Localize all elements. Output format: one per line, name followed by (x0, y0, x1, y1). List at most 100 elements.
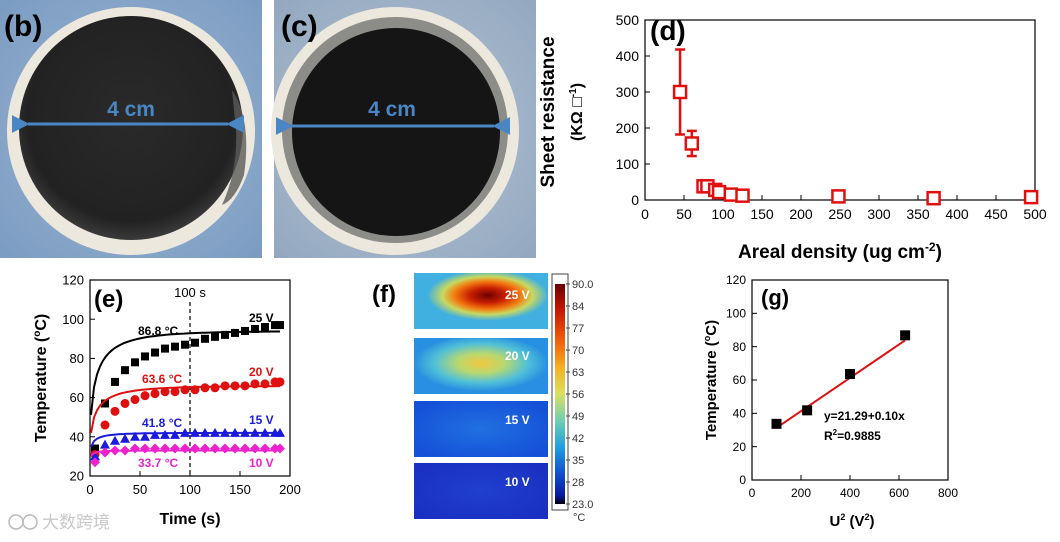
colorbar-tick-label: 49 (572, 411, 584, 423)
x-tick-label: 150 (750, 206, 774, 222)
data-point (220, 427, 230, 437)
y-tick-label: 60 (733, 373, 747, 387)
data-point (240, 427, 250, 437)
data-point (200, 443, 210, 454)
x-tick-label: 350 (906, 206, 930, 222)
data-point (91, 444, 99, 453)
data-point (110, 445, 120, 456)
vline-label: 100 s (174, 285, 206, 300)
panel-b-label: (b) (4, 10, 42, 43)
data-point (160, 429, 170, 439)
data-point (241, 326, 249, 335)
y-tick-label: 120 (726, 273, 746, 287)
data-point (250, 379, 260, 389)
x-tick-label: 200 (279, 482, 301, 497)
data-point (170, 443, 180, 454)
data-point (160, 387, 170, 397)
data-point (684, 136, 700, 151)
fit-r2-sup: 2 (833, 428, 838, 437)
colorbar-tick-label: 35 (572, 455, 584, 467)
data-point (220, 443, 230, 454)
data-point (735, 188, 750, 203)
data-point (221, 330, 229, 339)
y-tick-label: 40 (70, 429, 84, 444)
fit-r2-suffix: =0.9885 (837, 429, 881, 443)
data-point (771, 418, 782, 429)
data-point (230, 443, 240, 454)
data-point (150, 443, 160, 454)
data-point (260, 379, 270, 389)
data-point (100, 439, 110, 449)
data-point (260, 427, 270, 437)
x-axis-label-sup2: 2 (865, 512, 870, 522)
data-point (231, 328, 239, 337)
data-point (261, 323, 269, 332)
data-point (926, 190, 941, 206)
data-point (130, 395, 140, 405)
photo-c-carbon-film (292, 28, 500, 236)
plot-frame (644, 19, 1036, 201)
x-axis-label: U2 (V2) (829, 512, 874, 530)
x-tick-label: 600 (889, 486, 909, 500)
y-axis-label-tail: C) (703, 320, 720, 336)
panel-e-label: (e) (94, 286, 123, 313)
data-point (180, 385, 190, 395)
series-temp-label: 63.6 °C (142, 372, 182, 386)
photo-b-scale-text: 4 cm (107, 98, 155, 121)
x-axis-label-sup: 2 (840, 512, 845, 522)
y-tick-label: 500 (616, 12, 640, 28)
x-axis-label-mid: (V (845, 513, 864, 530)
watermark-text: 大数跨境 (42, 513, 110, 532)
series-label: 20 V (249, 365, 274, 379)
x-tick-label: 400 (840, 486, 860, 500)
data-point (275, 427, 285, 437)
fit-r2-prefix: R (824, 429, 833, 443)
data-point (672, 84, 688, 100)
data-point (845, 369, 855, 379)
y-tick-label: 200 (616, 120, 640, 136)
data-point (160, 443, 170, 454)
x-tick-label: 100 (179, 482, 201, 497)
data-point (151, 348, 159, 357)
data-point (230, 427, 240, 437)
thermal-image-20v (414, 338, 548, 394)
y-axis-label: Temperature (oC) (702, 320, 720, 440)
colorbar-tick-label: 42 (572, 433, 584, 445)
data-point (802, 405, 813, 416)
thermal-label-25v: 25 V (505, 288, 530, 302)
panel-d-label: (d) (650, 15, 686, 46)
panel-c-photo: 4 cm (c) (271, 0, 536, 258)
data-point (230, 381, 240, 391)
y-tick-label: 40 (733, 407, 747, 421)
thermal-label-20v: 20 V (505, 349, 530, 363)
data-point (200, 383, 210, 393)
colorbar-tick-label: 63 (572, 367, 584, 379)
data-point (110, 435, 120, 445)
watermark: 大数跨境 (8, 513, 110, 532)
y-axis-label-text: Temperature ( (33, 336, 50, 442)
y-axis-unit-sup: -1 (568, 88, 579, 97)
series-label: 10 V (249, 456, 274, 470)
data-point (200, 427, 210, 437)
y-tick-label: 0 (739, 473, 746, 487)
data-point (100, 420, 110, 430)
data-point (170, 387, 180, 397)
y-axis-label-unit: (KΩ □-1) (568, 83, 586, 141)
panel-c-label: (c) (281, 10, 318, 43)
data-point (140, 391, 150, 401)
y-tick-label: 80 (70, 351, 84, 366)
x-axis-label-tail: ) (870, 513, 875, 530)
panel-f-label: (f) (372, 281, 396, 308)
data-point (111, 377, 119, 386)
series-label: 15 V (249, 413, 274, 427)
x-tick-label: 50 (133, 482, 147, 497)
data-point (161, 344, 169, 353)
y-tick-label: 20 (70, 469, 84, 484)
x-tick-label: 100 (711, 206, 735, 222)
x-tick-label: 0 (641, 206, 649, 222)
data-point (101, 399, 109, 408)
y-axis-label-text: Temperature ( (703, 341, 720, 440)
y-axis-label-sup: o (702, 335, 712, 341)
y-tick-label: 80 (733, 340, 747, 354)
